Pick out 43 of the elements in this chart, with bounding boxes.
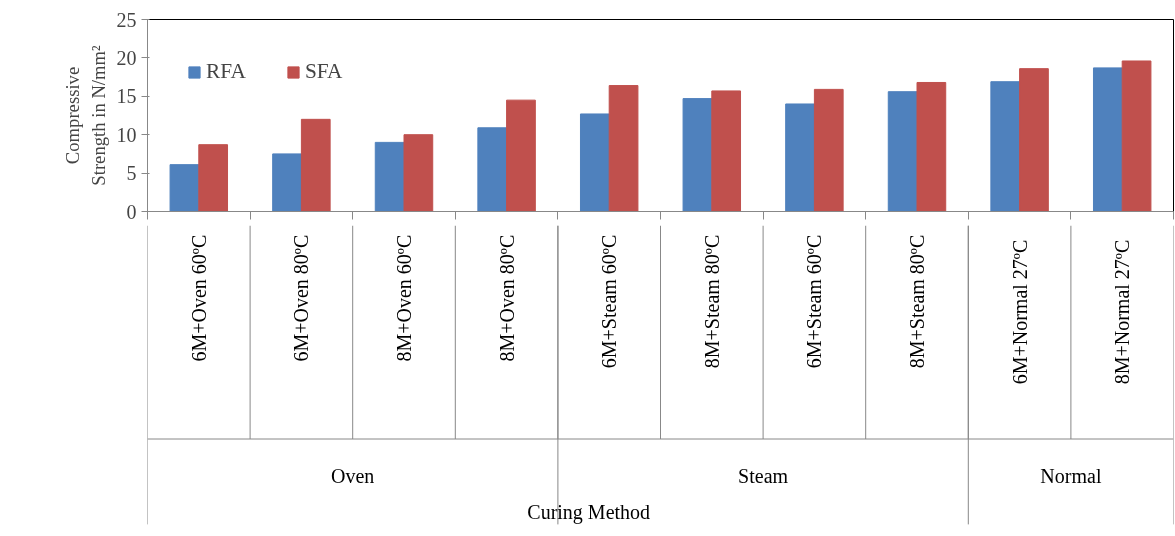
y-tick-label: 25 xyxy=(116,8,137,31)
bar xyxy=(608,85,639,212)
y-tick-label: 10 xyxy=(116,123,137,146)
y-tick-label: 15 xyxy=(116,85,137,108)
x-tick-label: 8M+Normal 27ºC xyxy=(1111,239,1134,385)
x-tick-label: 8M+Steam 80ºC xyxy=(906,234,928,369)
text: Oven xyxy=(331,464,375,487)
bar xyxy=(477,127,508,212)
y-tick-label: 20 xyxy=(116,46,137,69)
bar xyxy=(169,164,200,212)
y-axis-title: Compressive Strength in N/mm² xyxy=(62,44,109,186)
legend-label: SFA xyxy=(304,59,343,84)
bar xyxy=(272,153,302,212)
y-tick-label: 5 xyxy=(126,162,137,185)
y-tick-label: 0 xyxy=(126,200,137,223)
bar xyxy=(374,141,405,212)
bar xyxy=(1092,67,1123,212)
bar xyxy=(916,81,947,212)
bar xyxy=(813,88,844,212)
bar xyxy=(403,134,434,212)
bar xyxy=(711,90,742,212)
bar xyxy=(1019,68,1049,212)
x-tick-label: 6M+Steam 60ºC xyxy=(803,234,826,369)
x-tick-label: 8M+Oven 60ºC xyxy=(393,234,415,362)
text: Curing Method xyxy=(527,501,651,525)
legend-label: RFA xyxy=(206,59,246,84)
bar xyxy=(785,103,815,212)
x-tick-label: 8M+Steam 80ºC xyxy=(700,234,723,369)
x-tick-label: 6M+Oven 60ºC xyxy=(187,234,210,362)
bar xyxy=(506,99,536,212)
bar xyxy=(682,98,713,212)
x-tick-label: 6M+Normal 27ºC xyxy=(1008,239,1031,385)
text: Normal xyxy=(1040,464,1102,487)
bar xyxy=(300,118,331,212)
bar xyxy=(990,81,1021,212)
bar xyxy=(198,144,229,212)
x-tick-label: 8M+Oven 80ºC xyxy=(495,234,518,362)
x-tick-label: 6M+Steam 60ºC xyxy=(598,234,621,369)
text: Steam xyxy=(738,464,789,487)
bar xyxy=(887,91,918,212)
bar xyxy=(1121,60,1152,212)
x-tick-label: 6M+Oven 80ºC xyxy=(290,234,313,362)
bar xyxy=(579,113,610,212)
